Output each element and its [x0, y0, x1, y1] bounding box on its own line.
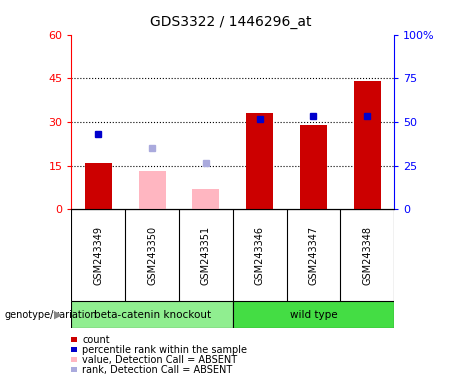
Text: rank, Detection Call = ABSENT: rank, Detection Call = ABSENT	[82, 365, 232, 375]
Text: GSM243347: GSM243347	[308, 226, 319, 285]
Bar	[300, 125, 327, 209]
Text: GSM243348: GSM243348	[362, 226, 372, 285]
Text: GSM243349: GSM243349	[93, 226, 103, 285]
Text: GDS3322 / 1446296_at: GDS3322 / 1446296_at	[150, 15, 311, 29]
Text: GSM243346: GSM243346	[254, 226, 265, 285]
Text: ▶: ▶	[54, 310, 62, 320]
Text: GSM243351: GSM243351	[201, 226, 211, 285]
Text: percentile rank within the sample: percentile rank within the sample	[82, 345, 247, 355]
Bar	[354, 81, 381, 209]
Bar	[193, 189, 219, 209]
Bar	[246, 113, 273, 209]
Text: wild type: wild type	[290, 310, 337, 320]
FancyBboxPatch shape	[71, 301, 233, 328]
Text: beta-catenin knockout: beta-catenin knockout	[94, 310, 211, 320]
Text: value, Detection Call = ABSENT: value, Detection Call = ABSENT	[82, 355, 237, 365]
Text: count: count	[82, 335, 110, 345]
Bar	[85, 163, 112, 209]
Text: GSM243350: GSM243350	[147, 226, 157, 285]
Text: genotype/variation: genotype/variation	[5, 310, 97, 320]
Bar	[139, 171, 165, 209]
FancyBboxPatch shape	[233, 301, 394, 328]
